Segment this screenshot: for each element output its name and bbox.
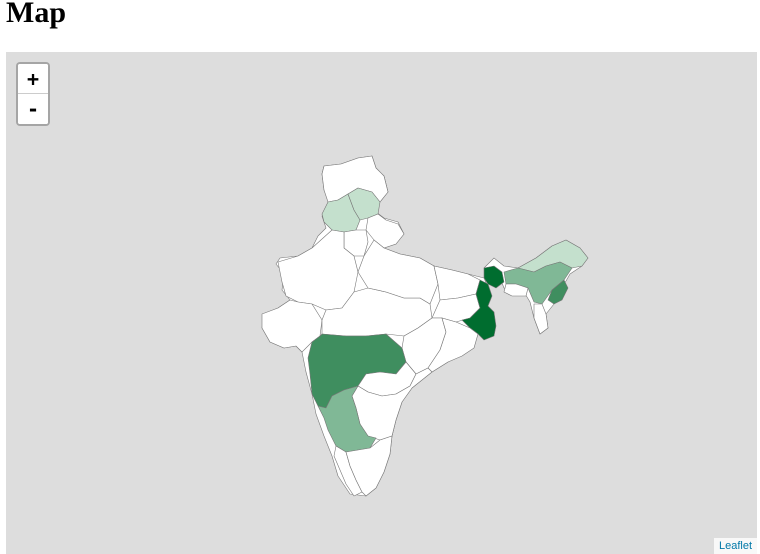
region-karnataka[interactable] (317, 385, 377, 453)
region-tamil-nadu[interactable] (345, 435, 393, 497)
map-attribution: Leaflet (713, 538, 757, 554)
region-sikkim[interactable] (483, 265, 505, 289)
region-west-bengal[interactable] (461, 279, 497, 341)
region-mizoram[interactable] (533, 303, 549, 335)
region-uttarakhand[interactable] (365, 213, 405, 249)
region-rajasthan[interactable] (277, 229, 359, 311)
region-meghalaya[interactable] (503, 283, 529, 297)
zoom-in-button[interactable]: + (18, 64, 48, 94)
region-nagaland[interactable] (547, 279, 569, 305)
map-container[interactable]: + - Leaflet (6, 52, 757, 554)
india-map[interactable] (6, 52, 757, 554)
region-odisha[interactable] (427, 317, 479, 373)
leaflet-link[interactable]: Leaflet (718, 540, 752, 552)
region-uttar-pradesh[interactable] (357, 239, 439, 305)
page-title: Map (6, 0, 66, 29)
zoom-control: + - (16, 62, 50, 126)
zoom-out-button[interactable]: - (18, 94, 48, 124)
